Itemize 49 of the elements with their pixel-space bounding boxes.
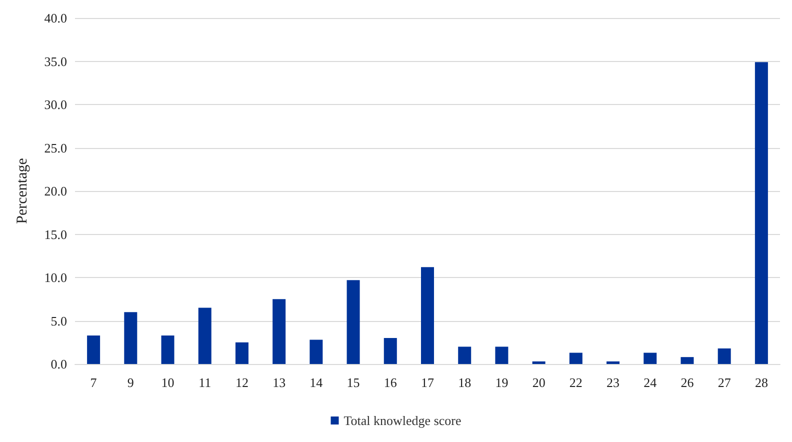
x-tick-label: 17	[421, 375, 434, 390]
x-tick-label: 15	[346, 375, 360, 390]
bar	[644, 352, 657, 364]
x-tick-label: 18	[458, 375, 472, 390]
x-tick-label: 22	[569, 375, 582, 390]
bar	[458, 346, 472, 364]
bar	[272, 299, 286, 364]
bar	[680, 357, 694, 364]
y-tick-label: 5.0	[50, 313, 67, 328]
x-tick-label: 20	[532, 375, 546, 390]
bar	[718, 348, 731, 364]
bar	[384, 338, 397, 364]
bar	[235, 342, 248, 364]
x-tick-label: 10	[161, 375, 174, 390]
y-tick-label: 30.0	[44, 97, 67, 112]
x-tick-label: 16	[384, 375, 398, 390]
bar	[532, 361, 546, 364]
y-tick-label: 40.0	[44, 10, 67, 26]
y-tick-label: 20.0	[44, 184, 67, 198]
x-tick-label: 23	[606, 375, 620, 390]
bar	[754, 62, 768, 364]
bar	[495, 346, 508, 364]
x-tick-label: 11	[198, 375, 212, 390]
bar	[161, 335, 174, 364]
bar	[198, 308, 212, 364]
y-tick-label: 35.0	[44, 54, 67, 69]
bar	[87, 335, 100, 364]
x-tick-label: 12	[235, 375, 248, 390]
legend-label: Total knowledge score	[344, 413, 462, 428]
bar	[421, 267, 434, 364]
bar	[569, 352, 582, 364]
bar	[606, 361, 620, 364]
y-tick-label: 10.0	[44, 270, 67, 285]
x-tick-label: 13	[272, 375, 286, 390]
x-tick-label: 26	[680, 375, 694, 390]
y-tick-label: 25.0	[44, 140, 67, 156]
x-tick-label: 24	[644, 375, 658, 390]
x-tick-label: 19	[495, 375, 508, 390]
x-tick-label: 14	[310, 375, 324, 390]
x-tick-label: 27	[718, 375, 732, 390]
bar	[124, 312, 138, 364]
bar	[310, 340, 323, 364]
x-tick-label: 28	[754, 375, 768, 390]
y-axis-title: Percentage	[14, 158, 30, 224]
x-tick-label: 7	[90, 375, 98, 390]
bar	[346, 280, 360, 364]
y-tick-label: 15.0	[44, 226, 67, 242]
x-tick-label: 9	[127, 375, 134, 390]
y-tick-label: 0.0	[50, 356, 67, 372]
